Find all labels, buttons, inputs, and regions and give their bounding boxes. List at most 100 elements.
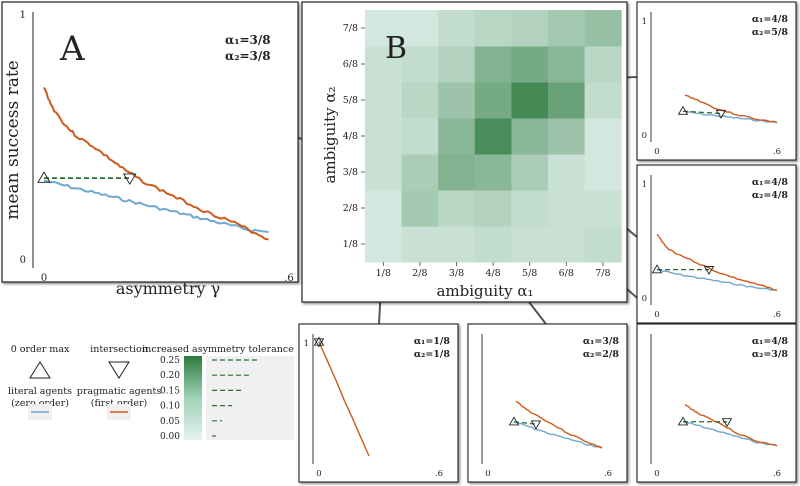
small-panel-alpha1: α₁=4/8 bbox=[752, 14, 789, 25]
colorbar-title: increased asymmetry tolerance bbox=[142, 344, 294, 355]
intersection-marker bbox=[703, 266, 715, 276]
heatmap-cell-2/8-3/8 bbox=[401, 154, 439, 191]
small-panel-alpha1: α₁=4/8 bbox=[752, 177, 789, 188]
heatmap-cell-5/8-6/8 bbox=[511, 46, 549, 83]
small-panel-xtick: 0 bbox=[654, 147, 659, 157]
legend-intersection-triangle bbox=[108, 361, 130, 379]
small-panel-xtick: .6 bbox=[773, 310, 781, 320]
heatmap-ytick-label: 4/8 bbox=[343, 131, 358, 142]
heatmap-xtick-label: 4/8 bbox=[485, 268, 500, 279]
literal-agents-line bbox=[43, 179, 269, 234]
heatmap-cell-1/8-3/8 bbox=[365, 154, 403, 191]
heatmap-cell-3/8-5/8 bbox=[438, 82, 476, 119]
panel-b-xlabel: ambiguity α₁ bbox=[436, 282, 533, 300]
heatmap-cell-7/8-6/8 bbox=[584, 46, 622, 83]
pragmatic-agents-line bbox=[684, 94, 778, 124]
heatmap-cell-1/8-6/8 bbox=[365, 46, 403, 83]
legend-intersection: intersection bbox=[90, 344, 148, 355]
heatmap-cell-3/8-1/8 bbox=[438, 226, 476, 263]
panel-a-alpha1: α₁=3/8 bbox=[225, 33, 271, 47]
heatmap-cell-6/8-7/8 bbox=[548, 10, 586, 47]
heatmap-cell-6/8-5/8 bbox=[548, 82, 586, 119]
heatmap-cell-6/8-2/8 bbox=[548, 190, 586, 227]
heatmap-ytick-label: 7/8 bbox=[343, 23, 358, 34]
colorbar-tick-label: 0.00 bbox=[160, 432, 180, 442]
heatmap-cell-6/8-1/8 bbox=[548, 226, 586, 263]
heatmap-ytick-label: 2/8 bbox=[343, 203, 358, 214]
heatmap-ytick-label: 3/8 bbox=[343, 167, 358, 178]
heatmap-cell-2/8-6/8 bbox=[401, 46, 439, 83]
heatmap-cell-2/8-1/8 bbox=[401, 226, 439, 263]
heatmap-cell-7/8-5/8 bbox=[584, 82, 622, 119]
small-panel-ytick: 0 bbox=[642, 131, 647, 141]
heatmap-cell-2/8-5/8 bbox=[401, 82, 439, 119]
panel-a-alpha2: α₂=3/8 bbox=[225, 49, 271, 63]
heatmap-cell-5/8-3/8 bbox=[511, 154, 549, 191]
small-panel-alpha1: α₁=1/8 bbox=[414, 336, 451, 347]
asymmetry-tolerance-dashed-line bbox=[682, 110, 722, 115]
legend-zero-order-triangle bbox=[29, 361, 51, 379]
heatmap-cell-5/8-4/8 bbox=[511, 118, 549, 155]
colorbar-tick-label: 0.05 bbox=[160, 417, 180, 427]
heatmap-cell-4/8-4/8 bbox=[474, 118, 512, 155]
small-panel-xtick: .6 bbox=[773, 469, 781, 479]
small-panel-3: 1 0 .6 α₁=1/8 α₂=1/8 bbox=[298, 323, 459, 483]
small-panel-xtick: 0 bbox=[654, 310, 659, 320]
zero-order-max-marker bbox=[313, 336, 325, 346]
heatmap-cell-1/8-7/8 bbox=[365, 10, 403, 47]
legend-zero-order: 0 order max bbox=[11, 344, 70, 355]
legend: 0 order max intersection literal agents … bbox=[8, 344, 294, 442]
heatmap-cell-7/8-4/8 bbox=[584, 118, 622, 155]
heatmap-cell-5/8-5/8 bbox=[511, 82, 549, 119]
literal-agents-line bbox=[513, 421, 603, 449]
asymmetry-tolerance-dashed-line bbox=[513, 421, 537, 425]
legend-pragmatic-sub: (first order) bbox=[91, 398, 148, 409]
heatmap-xtick-label: 5/8 bbox=[522, 268, 537, 279]
heatmap-cell-7/8-1/8 bbox=[584, 226, 622, 263]
heatmap-cell-7/8-7/8 bbox=[584, 10, 622, 47]
colorbar bbox=[184, 356, 202, 440]
heatmap-cell-4/8-6/8 bbox=[474, 46, 512, 83]
heatmap-cell-1/8-1/8 bbox=[365, 226, 403, 263]
heatmap-cell-7/8-3/8 bbox=[584, 154, 622, 191]
pragmatic-agents-line bbox=[43, 87, 269, 241]
heatmap-cell-4/8-3/8 bbox=[474, 154, 512, 191]
legend-literal: literal agents bbox=[8, 386, 72, 397]
small-panel-xtick: .6 bbox=[435, 469, 443, 479]
zero-order-max-marker bbox=[37, 171, 51, 183]
heatmap-xtick-label: 1/8 bbox=[376, 268, 391, 279]
intersection-marker bbox=[313, 338, 325, 348]
heatmap-cell-4/8-7/8 bbox=[474, 10, 512, 47]
small-panel-alpha1: α₁=4/8 bbox=[752, 336, 789, 347]
heatmap-cell-2/8-4/8 bbox=[401, 118, 439, 155]
panel-a-xtick-0: 0 bbox=[41, 273, 47, 284]
small-panel-alpha2: α₂=2/8 bbox=[583, 349, 620, 360]
small-panel-4: 0 .6 α₁=3/8 α₂=2/8 bbox=[467, 323, 628, 483]
heatmap-cell-3/8-3/8 bbox=[438, 154, 476, 191]
heatmap-cell-7/8-2/8 bbox=[584, 190, 622, 227]
panel-a-letter: A bbox=[59, 29, 85, 69]
literal-agents-line bbox=[656, 268, 778, 291]
heatmap-cell-4/8-1/8 bbox=[474, 226, 512, 263]
small-panel-1: 1 00 .6 α₁=4/8 α₂=5/8 bbox=[636, 1, 797, 161]
legend-pragmatic: pragmatic agents bbox=[77, 386, 162, 397]
small-panel-ytick: 1 bbox=[642, 17, 647, 27]
heatmap-ytick-label: 1/8 bbox=[343, 239, 358, 250]
small-panel-alpha2: α₂=3/8 bbox=[752, 349, 789, 360]
pragmatic-agents-line bbox=[684, 404, 778, 447]
panel-a-ylabel: mean success rate bbox=[3, 60, 23, 219]
heatmap-cell-5/8-7/8 bbox=[511, 10, 549, 47]
heatmap-cell-1/8-4/8 bbox=[365, 118, 403, 155]
colorbar-tick-label: 0.25 bbox=[160, 356, 180, 366]
heatmap-xtick-label: 7/8 bbox=[595, 268, 610, 279]
heatmap-cell-3/8-6/8 bbox=[438, 46, 476, 83]
intersection-marker bbox=[122, 173, 137, 186]
panel-a-xtick-1: .6 bbox=[284, 273, 294, 284]
small-panel-alpha1: α₁=3/8 bbox=[583, 336, 620, 347]
heatmap-cell-6/8-3/8 bbox=[548, 154, 586, 191]
heatmap-cell-5/8-1/8 bbox=[511, 226, 549, 263]
heatmap-cell-4/8-5/8 bbox=[474, 82, 512, 119]
colorbar-tick-label: 0.15 bbox=[160, 386, 180, 396]
zero-order-max-marker bbox=[677, 416, 689, 426]
